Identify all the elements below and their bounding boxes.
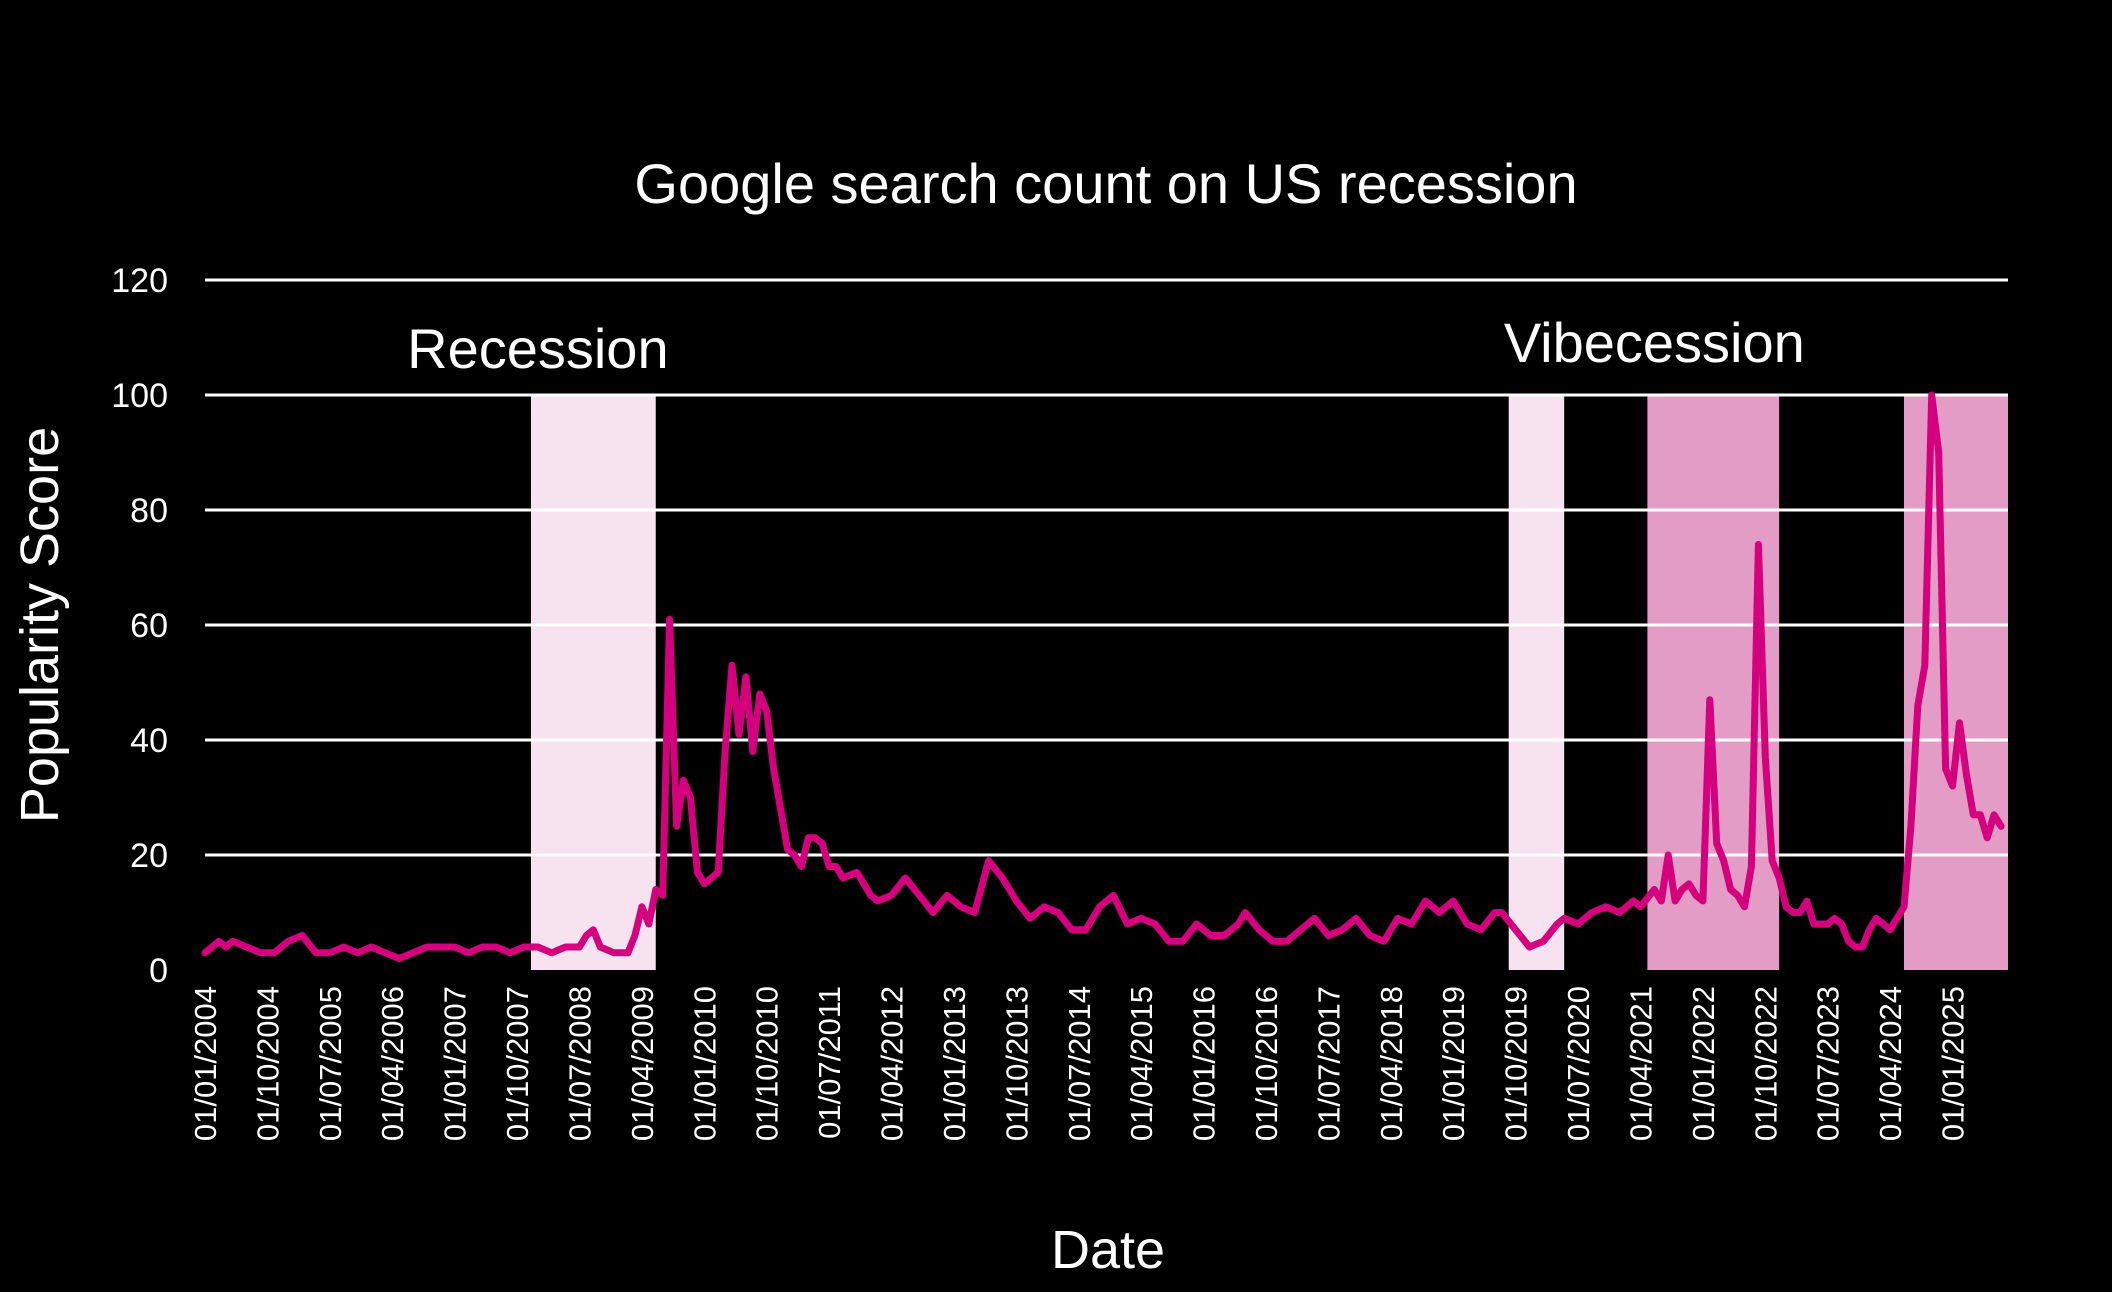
x-tick-label: 01/04/2021 [1623, 986, 1658, 1141]
series-line-0 [201, 391, 2005, 962]
x-tick-label: 01/07/2020 [1561, 986, 1596, 1141]
y-tick-label: 80 [130, 492, 168, 530]
y-tick-label: 20 [130, 837, 168, 875]
x-tick-label: 01/07/2023 [1811, 986, 1846, 1141]
y-axis-label: Popularity Score [10, 427, 70, 823]
x-tick-label: 01/01/2013 [937, 986, 972, 1141]
x-tick-label: 01/04/2009 [625, 986, 660, 1141]
highlight-band-0 [530, 395, 656, 970]
chart-title: Google search count on US recession [634, 152, 1577, 215]
x-tick-label: 01/10/2019 [1499, 986, 1534, 1141]
x-tick-label: 01/10/2007 [500, 986, 535, 1141]
annotation-label: Vibecession [1504, 311, 1805, 374]
y-tick-label: 40 [130, 722, 168, 760]
y-tick-label: 120 [111, 262, 168, 300]
y-tick-label: 60 [130, 607, 168, 645]
series-layer [201, 391, 2005, 962]
x-tick-label: 01/04/2006 [375, 986, 410, 1141]
annotations: Recession Vibecession [407, 311, 1805, 380]
y-axis-ticks: 0 20 40 60 80 100 120 [111, 262, 168, 990]
x-tick-label: 01/04/2018 [1374, 986, 1409, 1141]
x-tick-label: 01/01/2004 [188, 986, 223, 1141]
x-tick-label: 01/01/2025 [1936, 986, 1971, 1141]
x-tick-label: 01/04/2024 [1873, 986, 1908, 1141]
gridlines [205, 278, 2008, 857]
y-tick-label: 0 [149, 952, 168, 990]
y-tick-label: 100 [111, 377, 168, 415]
x-tick-label: 01/01/2007 [438, 986, 473, 1141]
x-tick-label: 01/10/2004 [250, 986, 285, 1141]
annotation-label: Recession [407, 317, 668, 380]
x-tick-label: 01/01/2022 [1686, 986, 1721, 1141]
x-tick-label: 01/01/2019 [1436, 986, 1471, 1141]
x-axis-ticks: 01/01/2004 01/10/2004 01/07/2005 01/04/2006… [188, 986, 1971, 1141]
x-axis-label: Date [1051, 1220, 1165, 1280]
x-tick-label: 01/10/2022 [1748, 986, 1783, 1141]
highlight-band-1 [1508, 395, 1565, 970]
x-tick-label: 01/07/2017 [1311, 986, 1346, 1141]
x-tick-label: 01/01/2016 [1187, 986, 1222, 1141]
x-tick-label: 01/04/2012 [875, 986, 910, 1141]
x-tick-label: 01/07/2005 [313, 986, 348, 1141]
x-tick-label: 01/04/2015 [1124, 986, 1159, 1141]
x-tick-label: 01/07/2011 [812, 986, 847, 1139]
x-tick-label: 01/01/2010 [687, 986, 722, 1141]
x-tick-label: 01/07/2014 [1062, 986, 1097, 1141]
x-tick-label: 01/10/2010 [750, 986, 785, 1141]
x-tick-label: 01/10/2016 [1249, 986, 1284, 1141]
x-tick-label: 01/10/2013 [999, 986, 1034, 1141]
x-tick-label: 01/07/2008 [562, 986, 597, 1141]
